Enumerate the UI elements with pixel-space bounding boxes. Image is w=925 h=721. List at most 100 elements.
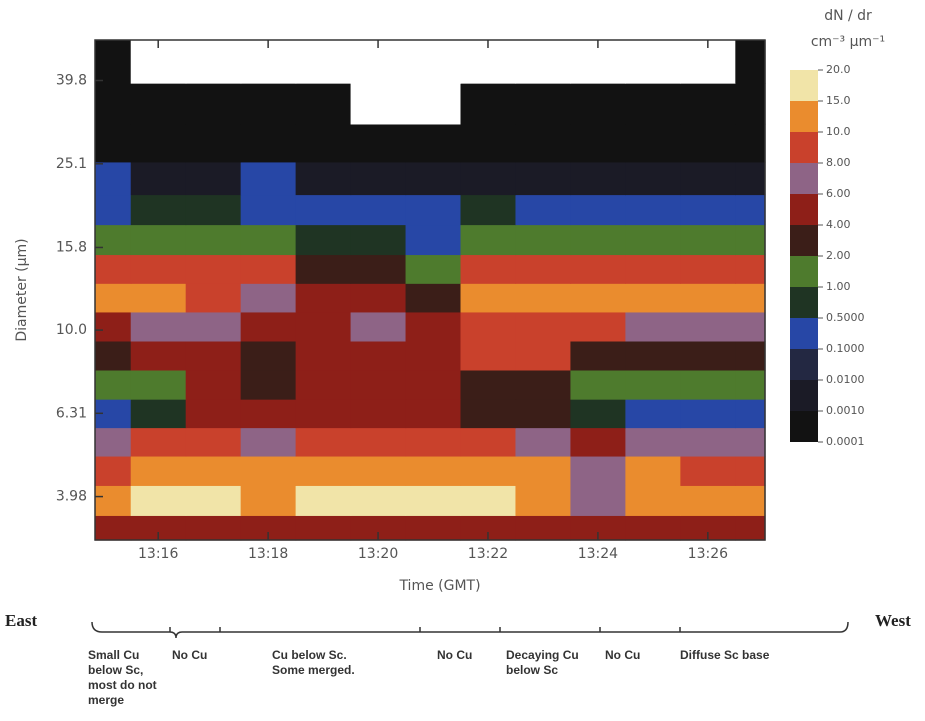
cell — [185, 485, 242, 516]
cell — [460, 283, 517, 313]
cell — [570, 224, 626, 256]
cell — [240, 311, 297, 342]
cell — [240, 485, 297, 516]
y-tick-label: 3.98 — [56, 489, 87, 505]
cell — [185, 123, 242, 163]
brace-dividers — [169, 627, 681, 632]
cell — [460, 455, 517, 486]
cell — [95, 427, 132, 457]
cell — [185, 83, 242, 125]
east-label: East — [5, 611, 37, 630]
cell — [680, 283, 736, 313]
cell — [185, 161, 242, 196]
cell — [350, 224, 407, 256]
cell — [240, 369, 297, 400]
colorbar-label: 20.0 — [826, 63, 851, 76]
cell — [735, 83, 766, 125]
cell — [295, 283, 352, 313]
cell — [515, 283, 572, 313]
cell — [625, 311, 681, 342]
colorbar-swatch — [790, 132, 818, 163]
cell — [295, 340, 352, 371]
cell — [735, 40, 766, 84]
cell — [185, 515, 242, 541]
colorbar-label: 15.0 — [826, 94, 851, 107]
cell — [185, 40, 242, 84]
colorbar-swatch — [790, 225, 818, 256]
cell — [625, 194, 681, 226]
cell — [570, 399, 626, 429]
cell — [680, 455, 736, 486]
cell — [295, 123, 352, 163]
cell — [515, 369, 572, 400]
cell — [515, 311, 572, 342]
cell — [515, 399, 572, 429]
cell — [680, 194, 736, 226]
cell — [570, 311, 626, 342]
cell — [130, 161, 187, 196]
cell — [460, 123, 517, 163]
cell — [625, 455, 681, 486]
cell — [515, 224, 572, 256]
x-tick-label: 13:20 — [358, 546, 398, 562]
segment-label: Diffuse Sc base — [680, 648, 770, 662]
cell — [240, 427, 297, 457]
cell — [405, 40, 462, 84]
segment-label: Small Cu — [88, 648, 139, 662]
cell — [405, 283, 462, 313]
segment-label: Decaying Cu — [506, 648, 579, 662]
cell — [735, 369, 766, 400]
colorbar-units: cm⁻³ µm⁻¹ — [811, 34, 885, 50]
cell — [240, 399, 297, 429]
cell — [350, 123, 407, 163]
colorbar-swatch — [790, 318, 818, 349]
segment-label: merge — [88, 693, 124, 707]
colorbar-swatch — [790, 194, 818, 225]
cell — [570, 83, 626, 125]
cell — [735, 455, 766, 486]
colorbar-swatch — [790, 256, 818, 287]
cell — [185, 224, 242, 256]
cell — [680, 485, 736, 516]
cell — [130, 283, 187, 313]
cell — [130, 254, 187, 284]
colorbar-label: 0.5000 — [826, 311, 865, 324]
cell — [185, 254, 242, 284]
cell — [405, 340, 462, 371]
cell — [350, 161, 407, 196]
cell — [625, 369, 681, 400]
cell — [185, 427, 242, 457]
cell — [185, 369, 242, 400]
x-axis-label: Time (GMT) — [398, 578, 480, 594]
cell — [130, 311, 187, 342]
colorbar-swatch — [790, 287, 818, 318]
segment-label: below Sc, — [88, 663, 143, 677]
cell — [240, 194, 297, 226]
cell — [680, 123, 736, 163]
cell — [625, 427, 681, 457]
x-tick-label: 13:22 — [468, 546, 508, 562]
cell — [735, 340, 766, 371]
segment-label: most do not — [88, 678, 157, 692]
cell — [185, 455, 242, 486]
cell — [130, 455, 187, 486]
cell — [185, 399, 242, 429]
cell — [570, 455, 626, 486]
cell — [405, 369, 462, 400]
cell — [295, 194, 352, 226]
cell — [735, 485, 766, 516]
colorbar-label: 10.0 — [826, 125, 851, 138]
cell — [95, 283, 132, 313]
colorbar-label: 6.00 — [826, 187, 851, 200]
cell — [570, 161, 626, 196]
cell — [735, 399, 766, 429]
x-tick-label: 13:16 — [138, 546, 178, 562]
cell — [95, 40, 132, 84]
cell — [95, 224, 132, 256]
cell — [295, 369, 352, 400]
cell — [130, 224, 187, 256]
cell — [240, 123, 297, 163]
cell — [405, 161, 462, 196]
cell — [350, 485, 407, 516]
